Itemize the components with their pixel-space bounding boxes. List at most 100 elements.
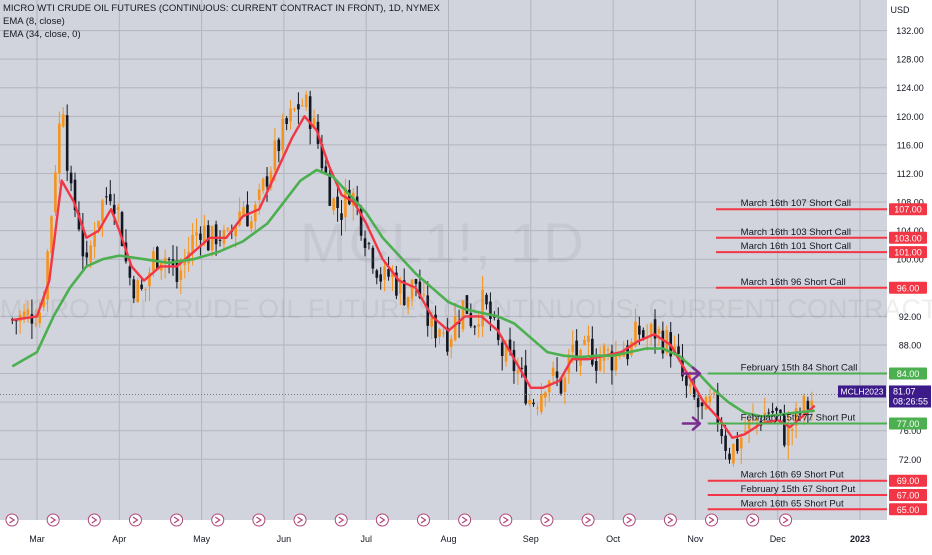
candle-body xyxy=(469,313,473,327)
symbol-tag xyxy=(838,385,886,398)
candle-body xyxy=(277,139,281,152)
candle-body xyxy=(261,178,265,191)
y-tick-label: 72.00 xyxy=(899,455,922,465)
candle-body xyxy=(434,314,437,339)
event-marker-glyph xyxy=(461,516,468,524)
candle-body xyxy=(751,417,755,419)
event-marker-icon xyxy=(458,513,472,527)
level-tag-label: 103.00 xyxy=(894,233,922,243)
candle-body xyxy=(481,289,484,327)
x-tick-label: Mar xyxy=(29,534,45,544)
candle-body xyxy=(387,269,390,277)
candle-body xyxy=(42,297,45,308)
candle-body xyxy=(677,346,680,354)
x-tick-label: Nov xyxy=(687,534,704,544)
candle-body xyxy=(183,258,187,266)
legend-ema-slow[interactable]: EMA (34, close, 0) xyxy=(3,29,81,40)
candle-body xyxy=(485,294,488,305)
level-tag xyxy=(889,246,927,259)
event-marker-icon xyxy=(87,513,101,527)
candle-body xyxy=(65,115,69,171)
current-price-label: 81.07 xyxy=(893,386,916,396)
candle-body xyxy=(696,398,700,408)
event-marker-icon xyxy=(128,513,142,527)
legend-ema-fast[interactable]: EMA (8, close) xyxy=(3,16,65,27)
event-marker-glyph xyxy=(297,516,304,524)
event-marker-icon xyxy=(293,513,307,527)
candle-body xyxy=(739,437,743,449)
candle-body xyxy=(156,247,159,269)
candle-body xyxy=(649,323,653,335)
watermark-symbol: MCL1!, 1D xyxy=(300,211,586,274)
candle-body xyxy=(571,344,575,352)
event-marker-glyph xyxy=(708,516,715,524)
candle-body xyxy=(234,225,237,237)
candle-body xyxy=(736,438,739,451)
y-tick-label: 112.00 xyxy=(897,169,924,179)
legend-title[interactable]: MICRO WTI CRUDE OIL FUTURES (CONTINUOUS:… xyxy=(3,3,440,14)
y-tick-label: 88.00 xyxy=(899,340,922,350)
level-tag xyxy=(889,203,927,216)
event-marker-icon xyxy=(540,513,554,527)
candle-body xyxy=(755,419,759,421)
candle-body xyxy=(794,408,798,426)
candle-body xyxy=(563,377,567,392)
x-tick-label: 2023 xyxy=(850,534,870,544)
y-tick-label: 116.00 xyxy=(897,140,924,150)
candle-body xyxy=(700,402,704,407)
candle-body xyxy=(73,179,77,211)
arrow-icon xyxy=(681,416,702,431)
level-tag xyxy=(889,417,927,430)
event-marker-glyph xyxy=(502,516,509,524)
candle-body xyxy=(112,204,116,214)
candle-body xyxy=(167,258,171,260)
candle-body xyxy=(430,317,433,327)
candle-body xyxy=(132,279,136,299)
level-label: March 16th 69 Short Put xyxy=(741,470,844,481)
candle-body xyxy=(544,392,547,398)
candle-body xyxy=(630,341,633,356)
x-tick-label: Sep xyxy=(523,534,539,544)
candle-body xyxy=(504,344,508,362)
level-label: March 16th 107 Short Call xyxy=(741,198,851,209)
candle-body xyxy=(328,173,332,206)
candle-body xyxy=(97,220,100,228)
level-tag xyxy=(889,503,927,516)
level-tag-label: 107.00 xyxy=(894,205,922,215)
candle-body xyxy=(555,371,559,378)
candle-body xyxy=(30,314,34,324)
candle-body xyxy=(58,123,61,174)
candle-body xyxy=(716,391,720,425)
candle-body xyxy=(14,320,18,322)
candle-body xyxy=(559,377,563,394)
x-tick-label: Jun xyxy=(277,534,292,544)
candle-body xyxy=(297,104,300,110)
candle-body xyxy=(442,332,445,334)
candle-body xyxy=(712,392,716,394)
level-label: March 16th 65 Short Put xyxy=(741,498,844,509)
event-marker-icon xyxy=(46,513,60,527)
event-marker-glyph xyxy=(420,516,427,524)
candle-body xyxy=(446,327,449,352)
event-marker-glyph xyxy=(585,516,592,524)
y-tick-label: 76.00 xyxy=(899,426,922,436)
candle-body xyxy=(520,367,524,369)
event-marker-glyph xyxy=(544,516,551,524)
candle-body xyxy=(547,380,551,393)
level-label: February 15th 67 Short Put xyxy=(741,484,856,495)
level-tag xyxy=(889,231,927,244)
event-marker-glyph xyxy=(50,516,57,524)
time-axis xyxy=(0,520,887,550)
y-tick-label: 100.00 xyxy=(896,255,924,265)
candle-body xyxy=(708,396,712,403)
y-tick-label: 92.00 xyxy=(899,312,922,322)
level-label: February 15th 84 Short Call xyxy=(741,363,858,374)
candle-body xyxy=(587,335,590,343)
candle-body xyxy=(336,196,339,208)
candle-body xyxy=(293,108,296,110)
candle-body xyxy=(250,221,253,229)
candle-body xyxy=(591,338,594,365)
event-marker-icon xyxy=(5,513,19,527)
